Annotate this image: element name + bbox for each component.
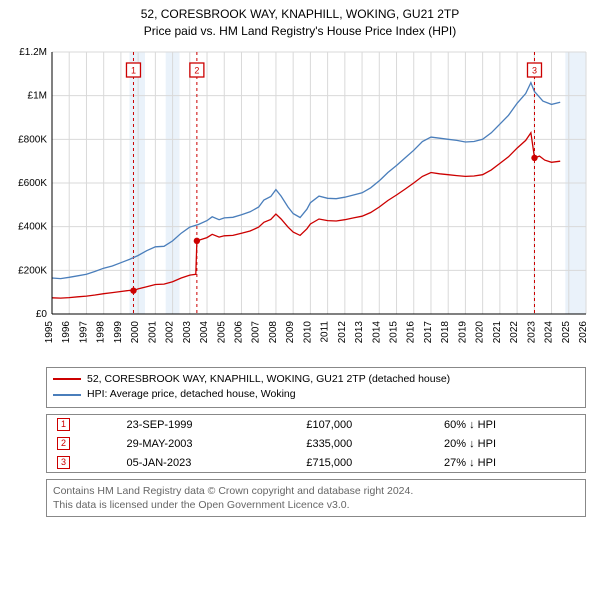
footer-line2: This data is licensed under the Open Gov… xyxy=(53,498,579,512)
xtick-label: 2018 xyxy=(440,320,451,343)
chart-container: 52, CORESBROOK WAY, KNAPHILL, WOKING, GU… xyxy=(0,0,600,525)
sale-delta: 60% ↓ HPI xyxy=(434,415,585,435)
xtick-label: 2021 xyxy=(492,320,503,343)
table-row: 1 23-SEP-1999£107,00060% ↓ HPI xyxy=(47,415,586,435)
legend-row: 52, CORESBROOK WAY, KNAPHILL, WOKING, GU… xyxy=(53,372,579,388)
xtick-label: 2002 xyxy=(165,320,176,343)
xtick-label: 2016 xyxy=(406,320,417,343)
sale-marker-dot xyxy=(130,287,136,293)
chart-title-line2: Price paid vs. HM Land Registry's House … xyxy=(10,23,590,40)
xtick-label: 2023 xyxy=(526,320,537,343)
xtick-label: 2022 xyxy=(509,320,520,343)
ytick-label: £800K xyxy=(18,134,47,145)
sale-date: 29-MAY-2003 xyxy=(117,434,297,453)
chart-svg: 1 2 3 £0 £200K £400K £600K £800K £1M £1.2M 1995 199… xyxy=(10,46,590,361)
chart-title-line1: 52, CORESBROOK WAY, KNAPHILL, WOKING, GU… xyxy=(10,6,590,23)
xtick-label: 2025 xyxy=(561,320,572,343)
xtick-label: 2026 xyxy=(578,320,589,343)
xtick-label: 2007 xyxy=(251,320,262,343)
sale-delta: 27% ↓ HPI xyxy=(434,453,585,473)
xtick-label: 2008 xyxy=(268,320,279,343)
ytick-label: £400K xyxy=(18,221,47,232)
xtick-label: 2020 xyxy=(475,320,486,343)
legend-label: HPI: Average price, detached house, Woki… xyxy=(87,387,296,403)
xtick-label: 2001 xyxy=(147,320,158,343)
xtick-label: 2017 xyxy=(423,320,434,343)
sale-price: £335,000 xyxy=(296,434,434,453)
sale-date: 23-SEP-1999 xyxy=(117,415,297,435)
ytick-label: £1.2M xyxy=(19,47,47,58)
sale-price: £107,000 xyxy=(296,415,434,435)
legend-swatch xyxy=(53,378,81,380)
sales-table: 1 23-SEP-1999£107,00060% ↓ HPI 2 29-MAY-200… xyxy=(46,414,586,473)
xtick-label: 2024 xyxy=(544,320,555,343)
xtick-label: 1998 xyxy=(96,320,107,343)
sale-marker-dot xyxy=(531,154,537,160)
sale-id-marker: 3 xyxy=(57,456,70,469)
xtick-label: 2010 xyxy=(302,320,313,343)
sale-marker-label: 1 xyxy=(131,65,136,75)
xtick-label: 2006 xyxy=(233,320,244,343)
table-row: 3 05-JAN-2023£715,00027% ↓ HPI xyxy=(47,453,586,473)
sale-marker-dot xyxy=(194,237,200,243)
footer-attribution: Contains HM Land Registry data © Crown c… xyxy=(46,479,586,517)
sale-date: 05-JAN-2023 xyxy=(117,453,297,473)
xtick-label: 1996 xyxy=(61,320,72,343)
ytick-label: £200K xyxy=(18,265,47,276)
xtick-label: 2003 xyxy=(182,320,193,343)
sale-marker-label: 3 xyxy=(532,65,537,75)
legend-swatch xyxy=(53,394,81,396)
sale-marker-label: 2 xyxy=(194,65,199,75)
xtick-label: 2012 xyxy=(337,320,348,343)
xtick-label: 2004 xyxy=(199,320,210,343)
xtick-label: 1997 xyxy=(78,320,89,343)
legend: 52, CORESBROOK WAY, KNAPHILL, WOKING, GU… xyxy=(46,367,586,409)
xtick-label: 2011 xyxy=(320,320,331,342)
xtick-label: 2000 xyxy=(130,320,141,343)
ytick-label: £600K xyxy=(18,178,47,189)
xtick-label: 2013 xyxy=(354,320,365,343)
legend-label: 52, CORESBROOK WAY, KNAPHILL, WOKING, GU… xyxy=(87,372,450,388)
sale-id-marker: 2 xyxy=(57,437,70,450)
sale-price: £715,000 xyxy=(296,453,434,473)
xtick-label: 1995 xyxy=(44,320,55,343)
footer-line1: Contains HM Land Registry data © Crown c… xyxy=(53,484,579,498)
chart-plot: 1 2 3 £0 £200K £400K £600K £800K £1M £1.2M 1995 199… xyxy=(10,46,590,361)
sale-id-marker: 1 xyxy=(57,418,70,431)
xtick-label: 2009 xyxy=(285,320,296,343)
legend-row: HPI: Average price, detached house, Woki… xyxy=(53,387,579,403)
table-row: 2 29-MAY-2003£335,00020% ↓ HPI xyxy=(47,434,586,453)
xtick-label: 1999 xyxy=(113,320,124,343)
ytick-label: £1M xyxy=(28,90,47,101)
xtick-label: 2019 xyxy=(457,320,468,343)
xtick-label: 2005 xyxy=(216,320,227,343)
xtick-label: 2015 xyxy=(389,320,400,343)
ytick-label: £0 xyxy=(36,309,48,320)
xtick-label: 2014 xyxy=(371,320,382,343)
sale-delta: 20% ↓ HPI xyxy=(434,434,585,453)
